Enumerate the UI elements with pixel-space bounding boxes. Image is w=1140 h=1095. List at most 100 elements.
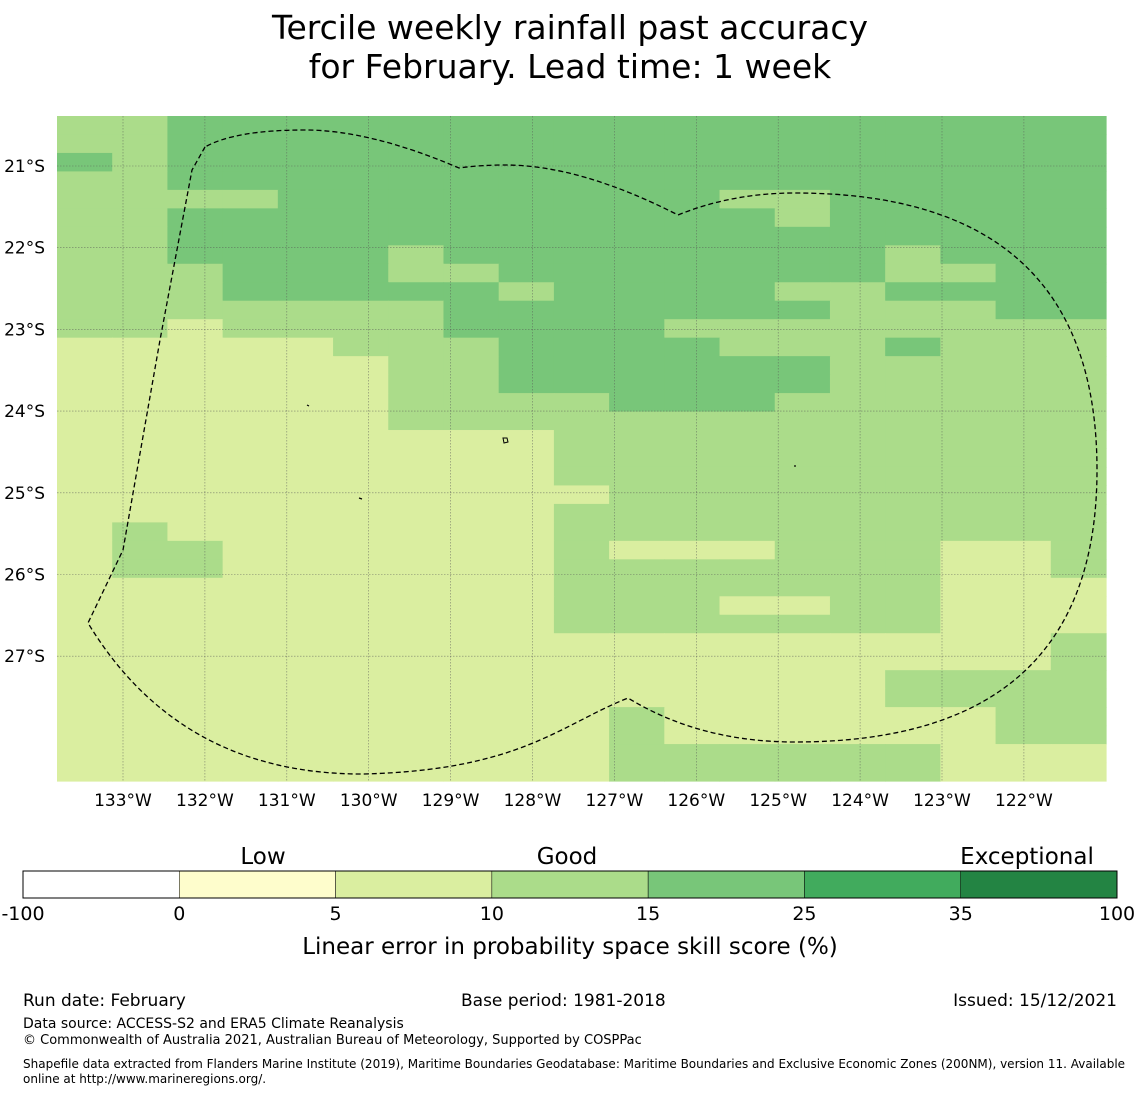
grid-cell: [995, 356, 1052, 376]
grid-cell: [774, 430, 831, 450]
grid-cell: [829, 171, 886, 191]
grid-cell: [57, 540, 113, 560]
grid-cell: [719, 485, 776, 505]
grid-cell: [664, 411, 721, 431]
grid-cell: [774, 725, 831, 745]
colorbar-bin: [647, 870, 805, 899]
grid-cell: [829, 633, 886, 653]
grid-cell: [995, 393, 1052, 413]
grid-cell: [498, 448, 555, 468]
grid-cell: [609, 411, 665, 431]
grid-cell: [333, 411, 389, 431]
grid-cell: [167, 540, 224, 560]
latitude-label: 25°S: [4, 484, 45, 504]
grid-cell: [167, 744, 224, 764]
grid-cell: [333, 670, 389, 690]
grid-cell: [388, 374, 445, 394]
grid-cell: [1050, 374, 1107, 394]
grid-cell: [553, 707, 610, 727]
grid-cell: [112, 448, 169, 468]
grid-cell: [57, 282, 113, 302]
grid-cell: [333, 725, 389, 745]
grid-cell: [222, 226, 279, 246]
grid-cell: [443, 448, 500, 468]
grid-cell: [553, 356, 610, 376]
grid-cell: [609, 466, 665, 487]
grid-cell: [829, 485, 886, 505]
grid-cell: [995, 596, 1052, 616]
grid-cell: [388, 411, 445, 431]
grid-cell: [995, 503, 1052, 523]
grid-cell: [277, 725, 334, 745]
grid-cell: [995, 374, 1052, 394]
grid-cell: [940, 596, 997, 616]
grid-cell: [443, 245, 500, 265]
grid-cell: [333, 300, 389, 320]
grid-cell: [829, 559, 886, 579]
grid-cell: [498, 116, 555, 136]
grid-cell: [885, 744, 941, 764]
grid-cell: [885, 337, 941, 357]
grid-cell: [995, 226, 1052, 246]
grid-cell: [609, 503, 665, 523]
grid-cell: [995, 411, 1052, 431]
grid-cell: [443, 614, 500, 634]
grid-cell: [333, 134, 389, 154]
grid-cell: [443, 208, 500, 228]
grid-cell: [940, 134, 997, 154]
grid-cell: [112, 319, 169, 339]
grid-cell: [664, 540, 721, 560]
grid-cell: [443, 171, 500, 191]
grid-cell: [995, 171, 1052, 191]
grid-cell: [664, 134, 721, 154]
map-title-line-1: Tercile weekly rainfall past accuracy: [271, 8, 869, 47]
grid-cell: [829, 116, 886, 136]
colorbar-legend: Low Good Exceptional -100 0 5 10 15 25 35 100 L…: [1, 844, 1135, 960]
grid-cell: [57, 134, 113, 154]
grid-cell: [609, 707, 665, 727]
longitude-label: 122°W: [995, 791, 1053, 811]
grid-cell: [222, 522, 279, 542]
colorbar-tick-label: 10: [480, 903, 504, 925]
grid-cell: [167, 245, 224, 265]
grid-cell: [388, 466, 445, 487]
grid-cell: [443, 670, 500, 690]
grid-cell: [774, 152, 831, 173]
grid-cell: [995, 208, 1052, 228]
grid-cell: [940, 559, 997, 579]
grid-cell: [553, 208, 610, 228]
grid-cell: [57, 356, 113, 376]
grid-cell: [829, 540, 886, 560]
grid-cell: [277, 651, 334, 671]
grid-cell: [222, 651, 279, 671]
grid-cell: [719, 245, 776, 265]
longitude-label: 131°W: [258, 791, 316, 811]
grid-cell: [277, 282, 334, 302]
grid-cell: [609, 337, 665, 357]
graticule: [57, 116, 1106, 781]
grid-cell: [112, 559, 169, 579]
grid-cell: [1050, 171, 1107, 191]
grid-cell: [333, 762, 389, 782]
grid-cell: [112, 411, 169, 431]
grid-cell: [940, 116, 997, 136]
grid-cell: [333, 707, 389, 727]
grid-cell: [553, 448, 610, 468]
grid-cell: [664, 466, 721, 487]
grid-cell: [995, 448, 1052, 468]
colorbar-tick-label: 100: [1099, 903, 1135, 925]
grid-cell: [333, 596, 389, 616]
grid-cell: [829, 393, 886, 413]
grid-cell: [112, 337, 169, 357]
grid-cell: [333, 208, 389, 228]
grid-cell: [443, 226, 500, 246]
grid-cell: [222, 707, 279, 727]
grid-cell: [498, 226, 555, 246]
grid-cell: [57, 522, 113, 542]
skill-grid: [57, 116, 1107, 782]
grid-cell: [333, 430, 389, 450]
grid-cell: [443, 282, 500, 302]
grid-cell: [443, 466, 500, 487]
grid-cell: [940, 744, 997, 764]
grid-cell: [664, 189, 721, 209]
